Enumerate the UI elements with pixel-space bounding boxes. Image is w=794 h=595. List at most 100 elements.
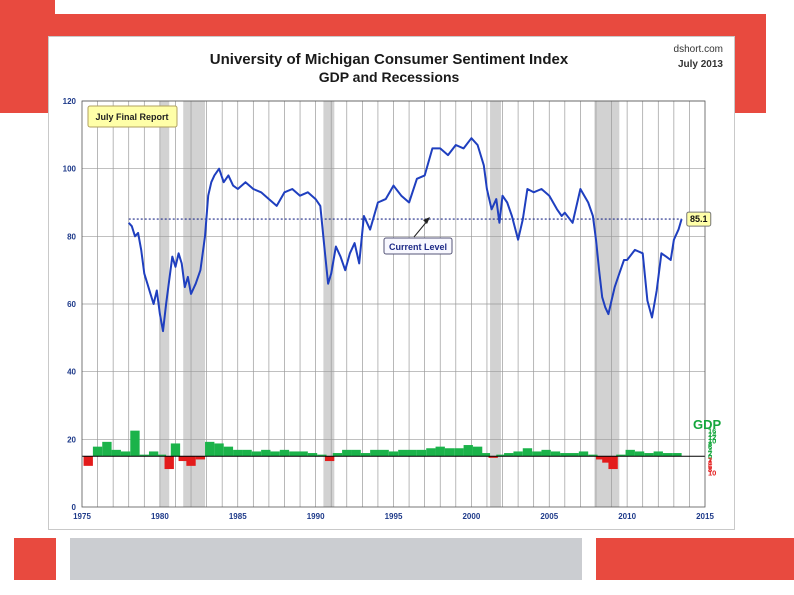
gdp-tick-label: 10: [708, 436, 716, 445]
callout-arrow: [413, 219, 429, 238]
gdp-bar: [324, 456, 335, 462]
gdp-tick-label: 8: [708, 439, 712, 448]
gdp-tick-label: 6: [708, 443, 712, 452]
plot-border: [81, 100, 706, 508]
gdp-bar: [102, 441, 112, 457]
gdp-bar: [148, 451, 159, 457]
x-tick-label: 1980: [151, 512, 169, 521]
gdp-bar: [504, 453, 514, 457]
gdp-bar: [270, 451, 280, 457]
gdp-tick-label: 4: [708, 446, 713, 455]
grid-lines: [82, 100, 705, 507]
gdp-bar: [532, 451, 542, 457]
x-tick-label: 2015: [696, 512, 714, 521]
gdp-bar: [522, 448, 533, 457]
gdp-bar: [463, 445, 473, 457]
report-badge-box: [87, 105, 178, 128]
x-tick-label: 1995: [385, 512, 403, 521]
gdp-bar: [578, 451, 589, 457]
gdp-bar: [616, 454, 626, 457]
y-tick-label: 100: [63, 165, 77, 174]
gdp-bar: [351, 449, 361, 457]
gdp-bar: [480, 453, 491, 457]
decor-bar-bottom-gray: [70, 538, 582, 580]
gdp-bar: [111, 449, 121, 457]
gdp-tick-label: 8: [708, 465, 712, 474]
chart-subtitle: GDP and Recessions: [319, 69, 460, 85]
source-label: dshort.com: [674, 44, 723, 55]
x-tick-label: 1985: [229, 512, 247, 521]
chart-title: University of Michigan Consumer Sentimen…: [210, 51, 569, 68]
gdp-tick-label: 2: [708, 449, 712, 458]
decor-bar-top: [0, 14, 766, 36]
gdp-bar: [608, 456, 618, 470]
gdp-bar: [550, 451, 561, 457]
gdp-bar: [139, 454, 149, 457]
decor-block-top-right: [735, 14, 766, 113]
gdp-bar: [625, 449, 635, 457]
gdp-bar: [242, 449, 252, 457]
gdp-bar: [398, 449, 408, 457]
report-badge: July Final Report: [87, 105, 178, 128]
gdp-bar: [214, 443, 224, 457]
report-badge-text: July Final Report: [95, 112, 168, 122]
gdp-bar: [332, 453, 343, 457]
gdp-bar: [672, 453, 682, 457]
gdp-bar: [472, 446, 483, 457]
gdp-bar: [444, 448, 455, 457]
y-tick-label: 40: [67, 368, 76, 377]
current-value-callout: 85.1: [686, 211, 712, 227]
gdp-bars: [83, 430, 682, 470]
x-tick-label: 2005: [540, 512, 558, 521]
x-tick-label: 2000: [462, 512, 480, 521]
gdp-label: GDP: [693, 417, 722, 432]
gdp-tick-label: 0: [708, 452, 712, 461]
gdp-bar: [541, 449, 551, 457]
current-level-text: Current Level: [389, 242, 447, 252]
gdp-bar: [569, 453, 579, 457]
gdp-tick-label: 16: [708, 427, 716, 436]
gdp-bar: [496, 454, 506, 457]
gdp-bar: [379, 449, 389, 457]
gdp-bar: [370, 449, 380, 457]
gdp-bar: [195, 456, 206, 460]
current-level-callout: Current Level: [383, 217, 453, 255]
gdp-bar: [662, 453, 673, 457]
gdp-bar: [342, 449, 352, 457]
gdp-bar: [186, 456, 196, 466]
gdp-bar: [634, 451, 645, 457]
gdp-bar: [279, 449, 290, 457]
x-tick-label: 1990: [307, 512, 325, 521]
gdp-tick-label: 14: [708, 430, 717, 439]
gdp-bar: [426, 448, 436, 457]
gdp-bar: [513, 451, 523, 457]
current-level-box: [383, 237, 453, 255]
gdp-bar: [488, 456, 498, 458]
gdp-bar: [560, 453, 570, 457]
gdp-bar: [120, 451, 131, 457]
gdp-bar: [298, 451, 308, 457]
chart-frame: University of Michigan Consumer Sentimen…: [48, 36, 735, 530]
gdp-bar: [307, 453, 318, 457]
gdp-bar: [170, 443, 181, 457]
gdp-bar: [454, 448, 464, 457]
gdp-bar: [130, 430, 140, 457]
chart-svg: University of Michigan Consumer Sentimen…: [63, 44, 724, 521]
gdp-bar: [416, 449, 427, 457]
gdp-bar: [388, 451, 399, 457]
gdp-bar: [164, 456, 174, 470]
sentiment-line: [127, 137, 683, 333]
decor-block-bottom-left: [14, 538, 56, 580]
date-label: July 2013: [678, 59, 723, 70]
gdp-bar: [602, 456, 612, 463]
gdp-bar: [92, 446, 103, 457]
gdp-bar: [407, 449, 417, 457]
gdp-bar: [435, 446, 445, 457]
callout-arrowhead: [423, 217, 430, 224]
x-tick-label: 1975: [73, 512, 91, 521]
gdp-bar: [223, 446, 234, 457]
gdp-bar: [251, 451, 262, 457]
gdp-tick-label: 4: [708, 459, 713, 468]
gdp-bar: [83, 456, 93, 466]
